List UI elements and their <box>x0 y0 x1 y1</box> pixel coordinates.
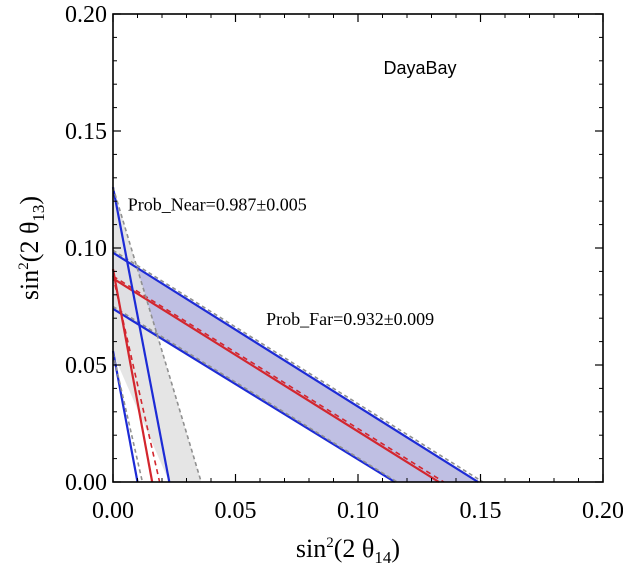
y-tick-label: 0.10 <box>65 236 107 262</box>
x-axis-title-prefix: sin <box>296 534 326 563</box>
x-axis-title-superscript: 2 <box>326 535 334 551</box>
x-tick-label: 0.10 <box>337 498 379 524</box>
axis-ticks: 0.00 0.05 0.10 0.15 0.20 0.00 0.05 0.10 0.15 0.20 <box>65 2 623 524</box>
line-far-central-red <box>112 277 440 483</box>
line-near-upper-blue <box>111 186 171 483</box>
line-far-lower-blue <box>112 307 396 483</box>
y-tick-label: 0.15 <box>65 119 107 145</box>
y-axis-title: sin2(2 θ13) <box>15 196 48 300</box>
prob-far-annotation: Prob_Far=0.932±0.009 <box>266 309 434 329</box>
x-axis-title-subscript: 14 <box>374 548 392 567</box>
x-axis-title-middle: (2 θ <box>334 534 375 563</box>
x-tick-label: 0.15 <box>460 498 502 524</box>
y-tick-label: 0.00 <box>65 470 107 496</box>
line-far-upper-blue <box>112 251 479 483</box>
line-far-central-alt-red-dashed <box>112 275 445 483</box>
x-tick-label: 0.00 <box>92 498 134 524</box>
line-near-lower-blue <box>111 350 139 483</box>
y-axis-title-end: ) <box>15 196 44 205</box>
line-near-central-alt-red-dashed <box>112 275 161 483</box>
y-axis-title-middle: (2 θ <box>15 222 44 263</box>
y-axis-title-superscript: 2 <box>16 262 32 270</box>
x-axis-title: sin2(2 θ14) <box>296 534 400 567</box>
experiment-label: DayaBay <box>383 58 456 78</box>
x-tick-label: 0.05 <box>215 498 257 524</box>
band-prob-near-band-grey <box>113 187 202 482</box>
series-lines <box>111 186 484 483</box>
line-near-lower-alt-grey-dashed <box>112 353 144 483</box>
line-far-upper-alt-grey-dashed <box>112 249 484 483</box>
x-axis-title-end: ) <box>391 534 400 563</box>
line-near-upper-alt-grey-dashed <box>112 186 202 483</box>
prob-near-annotation: Prob_Near=0.987±0.005 <box>128 195 307 215</box>
y-tick-label: 0.05 <box>65 353 107 379</box>
y-axis-title-subscript: 13 <box>29 205 48 222</box>
y-tick-label: 0.20 <box>65 2 107 28</box>
x-tick-label: 0.20 <box>582 498 623 524</box>
y-axis-title-prefix: sin <box>15 270 44 300</box>
